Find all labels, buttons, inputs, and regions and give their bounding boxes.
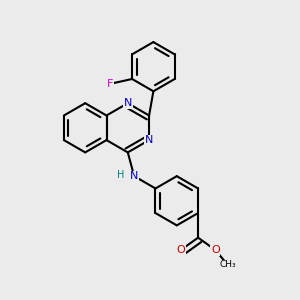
Text: H: H [117, 170, 124, 180]
Text: N: N [124, 98, 132, 108]
Text: F: F [107, 79, 113, 89]
Text: N: N [145, 135, 153, 145]
Text: O: O [176, 245, 185, 255]
Text: N: N [130, 171, 138, 181]
Text: CH₃: CH₃ [219, 260, 236, 269]
Text: O: O [211, 245, 220, 255]
